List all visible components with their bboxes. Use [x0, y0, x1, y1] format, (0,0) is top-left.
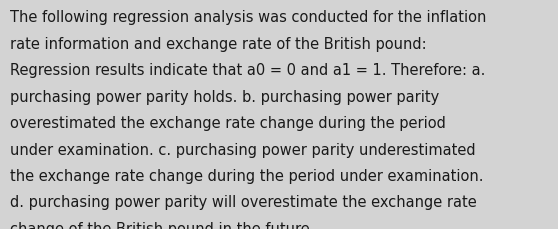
Text: purchasing power parity holds. b. purchasing power parity: purchasing power parity holds. b. purcha…	[10, 89, 439, 104]
Text: The following regression analysis was conducted for the inflation: The following regression analysis was co…	[10, 10, 487, 25]
Text: rate information and exchange rate of the British pound:: rate information and exchange rate of th…	[10, 37, 427, 52]
Text: overestimated the exchange rate change during the period: overestimated the exchange rate change d…	[10, 116, 446, 131]
Text: the exchange rate change during the period under examination.: the exchange rate change during the peri…	[10, 168, 484, 183]
Text: d. purchasing power parity will overestimate the exchange rate: d. purchasing power parity will overesti…	[10, 195, 477, 210]
Text: Regression results indicate that a0 = 0 and a1 = 1. Therefore: a.: Regression results indicate that a0 = 0 …	[10, 63, 485, 78]
Text: change of the British pound in the future.: change of the British pound in the futur…	[10, 221, 315, 229]
Text: under examination. c. purchasing power parity underestimated: under examination. c. purchasing power p…	[10, 142, 475, 157]
